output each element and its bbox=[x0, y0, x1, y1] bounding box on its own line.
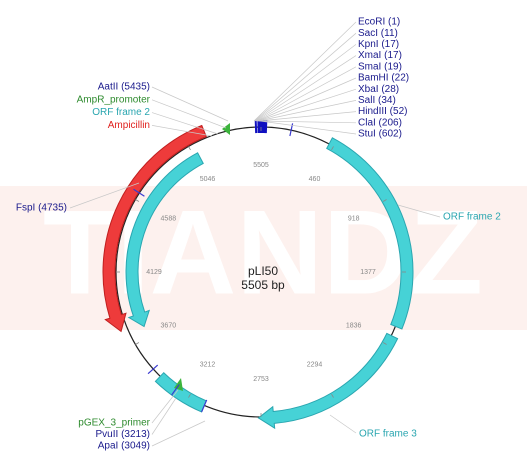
leader-line bbox=[151, 125, 213, 137]
site-label: XmaI (17) bbox=[358, 50, 402, 61]
leader-line bbox=[151, 420, 206, 447]
site-label: HindIII (52) bbox=[358, 106, 407, 117]
ruler-label: 5046 bbox=[200, 176, 216, 183]
feature-label: ORF frame 2 bbox=[92, 107, 150, 118]
ruler-label: 1836 bbox=[346, 322, 362, 329]
leader-line bbox=[329, 414, 357, 434]
feature-label: ORF frame 3 bbox=[359, 429, 417, 440]
ruler-label: 2753 bbox=[253, 376, 269, 383]
feature-label: AmpR_promoter bbox=[77, 94, 151, 105]
ruler-label: 460 bbox=[309, 176, 321, 183]
leader-line bbox=[397, 204, 441, 218]
leader-line bbox=[151, 389, 179, 424]
plasmid-name: pLI50 bbox=[248, 264, 278, 278]
ruler-tick bbox=[188, 146, 191, 151]
leader-line bbox=[259, 120, 357, 124]
ruler-tick bbox=[382, 342, 387, 345]
ruler-label: 4129 bbox=[146, 269, 162, 276]
site-label: EcoRI (1) bbox=[358, 17, 400, 28]
ruler-tick bbox=[135, 199, 140, 202]
ruler-tick bbox=[331, 146, 334, 151]
site-label: StuI (602) bbox=[358, 129, 402, 140]
feature-label: ORF frame 2 bbox=[443, 212, 501, 223]
site-label: BamHI (22) bbox=[358, 73, 409, 84]
feature-label: pGEX_3_primer bbox=[78, 418, 150, 429]
leader-line bbox=[69, 182, 140, 209]
orf-bottom-arc bbox=[257, 332, 399, 430]
site-label: ClaI (206) bbox=[358, 117, 402, 128]
ruler-tick bbox=[382, 199, 387, 202]
leader-line bbox=[254, 44, 357, 122]
ruler-label: 3212 bbox=[200, 362, 216, 369]
leader-line bbox=[151, 86, 229, 122]
site-tick bbox=[147, 364, 159, 375]
site-label: FspI (4735) bbox=[16, 203, 67, 214]
plasmid-length: 5505 bp bbox=[241, 278, 285, 292]
ruler-label: 1377 bbox=[360, 269, 376, 276]
ampicillin-arc bbox=[102, 124, 207, 333]
leader-line bbox=[258, 100, 357, 122]
leader-line bbox=[258, 111, 357, 122]
site-tick bbox=[133, 188, 145, 197]
site-tick bbox=[171, 384, 180, 396]
leader-line bbox=[253, 21, 357, 122]
ruler-tick bbox=[135, 342, 140, 345]
leader-line bbox=[255, 55, 357, 122]
ruler-label: 5505 bbox=[253, 162, 269, 169]
leader-line bbox=[256, 77, 357, 122]
site-label: KpnI (17) bbox=[358, 39, 399, 50]
feature-label: Ampicillin bbox=[108, 120, 150, 131]
site-label: SacI (11) bbox=[358, 28, 398, 39]
leader-line bbox=[151, 112, 219, 135]
site-label: XbaI (28) bbox=[358, 84, 399, 95]
leader-line bbox=[257, 88, 357, 122]
site-label: SmaI (19) bbox=[358, 61, 402, 72]
site-tick bbox=[201, 399, 208, 413]
ruler-tick bbox=[331, 393, 334, 398]
ruler-label: 4588 bbox=[161, 215, 177, 222]
watermark-band bbox=[0, 186, 527, 330]
ruler-label: 2294 bbox=[307, 362, 323, 369]
leader-line bbox=[151, 397, 177, 435]
orf-right-arc bbox=[326, 137, 414, 330]
leader-line bbox=[254, 32, 357, 122]
promoter-arrow bbox=[222, 123, 230, 135]
site-label: SalI (34) bbox=[358, 95, 396, 106]
leader-line bbox=[151, 99, 227, 129]
ruler-label: 918 bbox=[348, 215, 360, 222]
feature-label: PvuII (3213) bbox=[96, 429, 150, 440]
leader-line bbox=[256, 66, 357, 122]
feature-label: AatII (5435) bbox=[98, 82, 150, 93]
ruler-tick bbox=[188, 393, 191, 398]
orf-left-arc bbox=[125, 152, 204, 328]
ruler-label: 3670 bbox=[161, 322, 177, 329]
feature-label: ApaI (3049) bbox=[98, 441, 150, 452]
orf-small-arc bbox=[154, 372, 207, 413]
leader-line bbox=[259, 120, 357, 135]
